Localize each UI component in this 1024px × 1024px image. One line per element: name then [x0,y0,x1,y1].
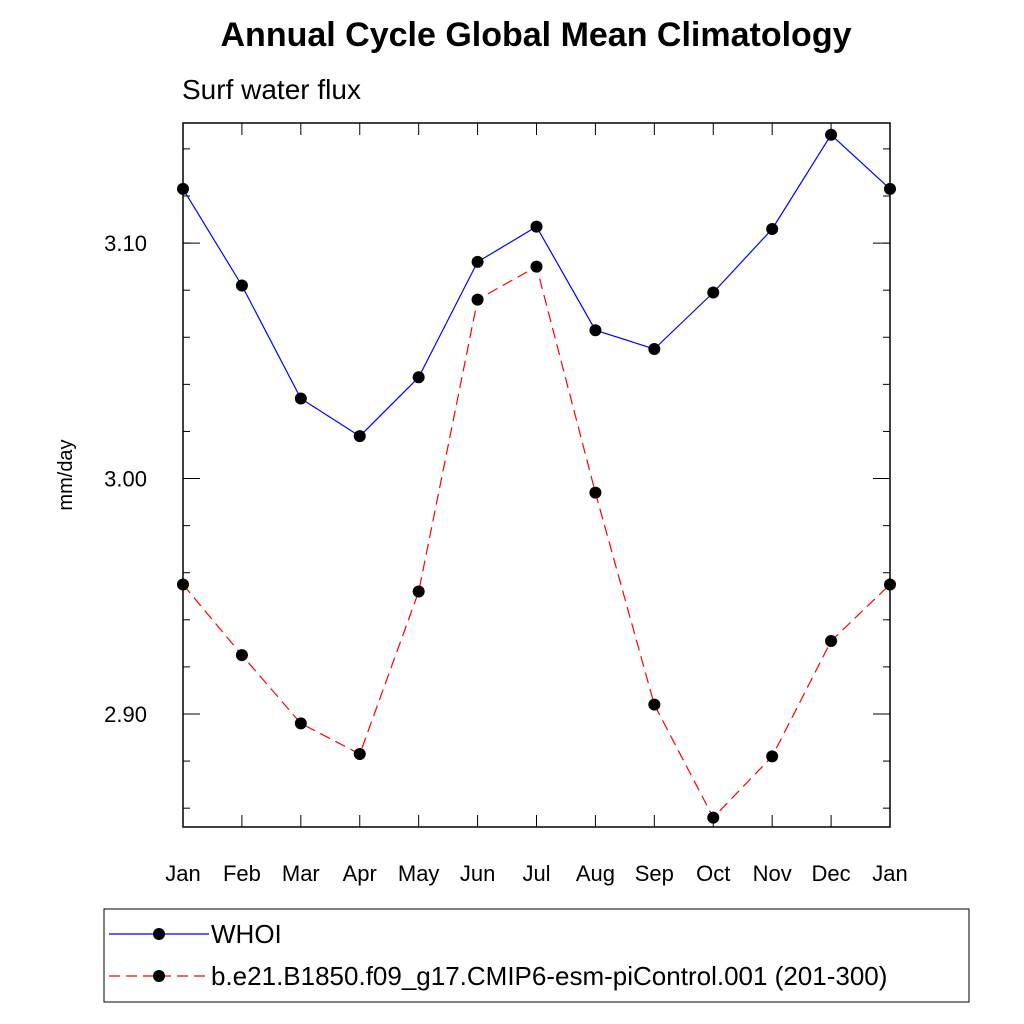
x-tick-label: Apr [343,861,377,886]
series-lines [182,133,891,819]
data-point-1 [766,750,779,763]
data-point-0 [825,128,838,141]
x-tick-label: May [398,861,440,886]
legend-box [103,908,970,1003]
data-point-1 [235,649,248,662]
series-markers [177,128,896,824]
y-tick-label: 3.00 [104,467,147,492]
data-point-0 [766,222,779,235]
data-point-1 [177,578,189,591]
x-tick-label: Mar [282,861,320,886]
x-tick-label: Oct [696,861,730,886]
x-tick-labels: Jan Feb Mar Apr May Jun Jul Aug Sep Oct Nov Dec Jan [165,861,907,886]
data-point-0 [530,220,543,233]
legend-marker-whoi [153,928,165,940]
y-tick-label: 2.90 [104,702,147,727]
data-point-0 [707,286,720,299]
legend-entry-whoi: WHOI [109,919,282,949]
data-point-1 [353,748,366,761]
x-tick-label: Jan [165,861,200,886]
series-line-1 [182,265,891,819]
data-point-0 [648,343,661,356]
data-point-1 [294,717,307,730]
chart-title: Annual Cycle Global Mean Climatology [221,16,852,54]
x-tick-label: Jun [460,861,495,886]
x-tick-label: Nov [753,861,792,886]
x-tick-label: Dec [812,861,851,886]
data-point-1 [530,260,543,273]
data-point-1 [648,698,661,711]
data-point-0 [412,371,425,384]
data-point-1 [707,811,720,824]
data-point-0 [884,182,896,195]
x-tick-label: Feb [223,861,261,886]
data-point-0 [235,279,248,292]
x-tick-label: Jan [872,861,907,886]
series-line-0 [182,133,891,437]
data-point-0 [471,255,484,268]
x-tick-label: Jul [522,861,550,886]
legend-label-cesm: b.e21.B1850.f09_g17.CMIP6-esm-piControl.… [211,961,887,991]
x-tick-label: Sep [635,861,674,886]
data-point-1 [884,578,896,591]
legend-marker-cesm [153,970,165,982]
data-point-0 [589,324,602,337]
data-point-0 [294,392,307,405]
y-tick-label: 3.10 [104,231,147,256]
data-point-0 [177,182,189,195]
data-point-0 [353,430,366,443]
data-point-1 [471,293,484,306]
axis-ticks [182,123,891,827]
legend-entry-cesm: b.e21.B1850.f09_g17.CMIP6-esm-piControl.… [109,961,887,991]
data-point-1 [825,634,838,647]
x-tick-label: Aug [576,861,615,886]
y-tick-labels: 2.90 3.00 3.10 [104,231,147,727]
data-point-1 [412,585,425,598]
data-point-1 [589,486,602,499]
chart-subtitle: Surf water flux [182,74,361,105]
y-axis-label: mm/day [55,439,77,510]
legend-label-whoi: WHOI [211,919,282,949]
